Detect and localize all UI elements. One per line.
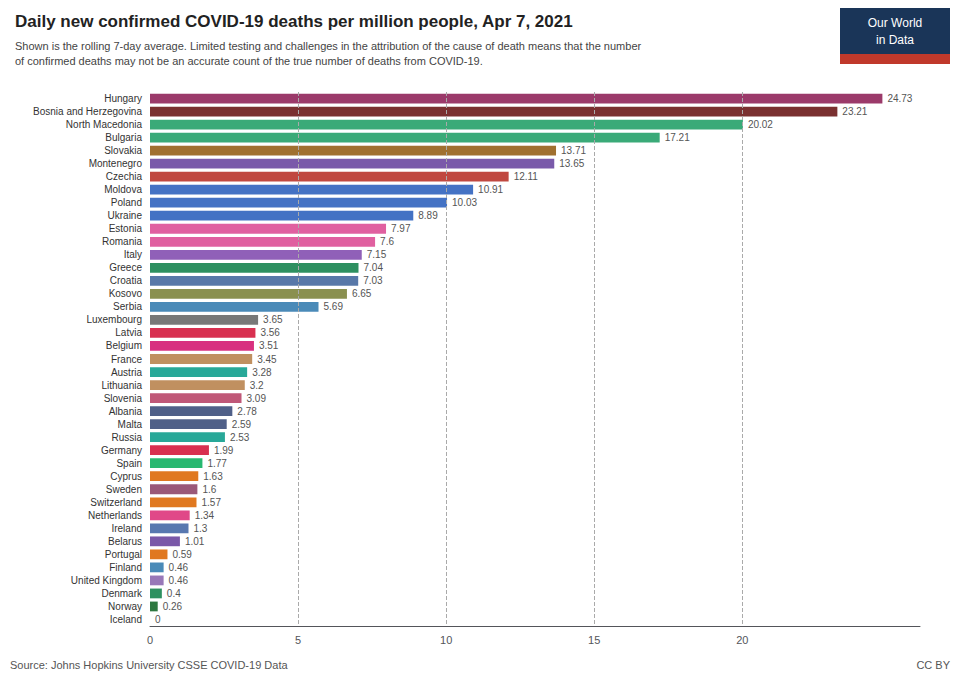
svg-text:3.65: 3.65 — [263, 314, 283, 325]
svg-text:24.73: 24.73 — [887, 93, 912, 104]
svg-text:CC BY: CC BY — [916, 659, 950, 671]
svg-text:Finland: Finland — [109, 562, 142, 573]
svg-text:Moldova: Moldova — [104, 184, 142, 195]
svg-text:1.34: 1.34 — [195, 510, 215, 521]
svg-text:0.59: 0.59 — [172, 549, 192, 560]
svg-text:2.59: 2.59 — [232, 419, 252, 430]
svg-text:Portugal: Portugal — [105, 549, 142, 560]
svg-text:1.6: 1.6 — [202, 484, 216, 495]
svg-text:10.91: 10.91 — [478, 184, 503, 195]
svg-text:Norway: Norway — [108, 601, 142, 612]
svg-text:Poland: Poland — [111, 197, 142, 208]
svg-text:2.53: 2.53 — [230, 432, 250, 443]
svg-text:Sweden: Sweden — [106, 484, 142, 495]
svg-text:Our World: Our World — [868, 16, 922, 30]
svg-text:7.04: 7.04 — [363, 262, 383, 273]
svg-text:1.63: 1.63 — [203, 471, 223, 482]
svg-text:20: 20 — [736, 634, 748, 646]
svg-text:0: 0 — [147, 634, 153, 646]
svg-text:Denmark: Denmark — [101, 588, 143, 599]
svg-text:Austria: Austria — [111, 367, 143, 378]
svg-text:7.03: 7.03 — [363, 275, 383, 286]
svg-text:Estonia: Estonia — [109, 223, 143, 234]
svg-text:3.45: 3.45 — [257, 354, 277, 365]
svg-text:Iceland: Iceland — [110, 614, 142, 625]
svg-text:0.4: 0.4 — [167, 588, 181, 599]
svg-text:France: France — [111, 354, 143, 365]
svg-text:Bulgaria: Bulgaria — [105, 132, 142, 143]
svg-text:6.65: 6.65 — [352, 288, 372, 299]
svg-text:Germany: Germany — [101, 445, 142, 456]
svg-text:0.46: 0.46 — [169, 562, 189, 573]
svg-text:13.65: 13.65 — [559, 158, 584, 169]
svg-text:15: 15 — [588, 634, 600, 646]
svg-text:13.71: 13.71 — [561, 145, 586, 156]
svg-text:United Kingdom: United Kingdom — [71, 575, 142, 586]
svg-text:North Macedonia: North Macedonia — [66, 119, 143, 130]
svg-text:Shown is the rolling 7-day ave: Shown is the rolling 7-day average. Limi… — [15, 40, 642, 52]
svg-text:10.03: 10.03 — [452, 197, 477, 208]
svg-text:3.28: 3.28 — [252, 367, 272, 378]
svg-text:Croatia: Croatia — [110, 275, 143, 286]
svg-text:0.26: 0.26 — [163, 601, 183, 612]
svg-text:23.21: 23.21 — [842, 106, 867, 117]
svg-text:Hungary: Hungary — [104, 93, 142, 104]
svg-text:Slovenia: Slovenia — [104, 393, 143, 404]
svg-text:Italy: Italy — [124, 249, 142, 260]
svg-text:0.46: 0.46 — [169, 575, 189, 586]
svg-text:12.11: 12.11 — [514, 171, 539, 182]
svg-text:3.2: 3.2 — [250, 380, 264, 391]
svg-text:Belarus: Belarus — [108, 536, 142, 547]
svg-text:Serbia: Serbia — [113, 301, 142, 312]
svg-text:Malta: Malta — [118, 419, 143, 430]
svg-text:10: 10 — [440, 634, 452, 646]
svg-text:Romania: Romania — [102, 236, 142, 247]
svg-text:0: 0 — [155, 614, 161, 625]
svg-text:1.99: 1.99 — [214, 445, 234, 456]
svg-text:Greece: Greece — [109, 262, 142, 273]
svg-text:20.02: 20.02 — [748, 119, 773, 130]
svg-text:17.21: 17.21 — [665, 132, 690, 143]
svg-text:1.01: 1.01 — [185, 536, 205, 547]
svg-text:3.09: 3.09 — [247, 393, 267, 404]
svg-text:Cyprus: Cyprus — [110, 471, 142, 482]
svg-text:Ukraine: Ukraine — [108, 210, 143, 221]
svg-text:Netherlands: Netherlands — [88, 510, 142, 521]
svg-text:Lithuania: Lithuania — [101, 380, 142, 391]
svg-text:Bosnia and Herzegovina: Bosnia and Herzegovina — [33, 106, 142, 117]
svg-text:7.6: 7.6 — [380, 236, 394, 247]
svg-text:3.51: 3.51 — [259, 340, 279, 351]
svg-text:5.69: 5.69 — [324, 301, 344, 312]
svg-text:Latvia: Latvia — [115, 327, 142, 338]
svg-text:Belgium: Belgium — [106, 340, 142, 351]
svg-text:Source: Johns Hopkins Universi: Source: Johns Hopkins University CSSE CO… — [10, 659, 288, 671]
svg-text:Czechia: Czechia — [106, 171, 143, 182]
svg-text:7.97: 7.97 — [391, 223, 411, 234]
svg-text:Ireland: Ireland — [111, 523, 142, 534]
svg-text:Russia: Russia — [111, 432, 142, 443]
svg-text:1.77: 1.77 — [207, 458, 227, 469]
svg-text:3.56: 3.56 — [260, 327, 280, 338]
svg-text:7.15: 7.15 — [367, 249, 387, 260]
svg-text:Switzerland: Switzerland — [90, 497, 142, 508]
svg-text:Montenegro: Montenegro — [89, 158, 143, 169]
svg-text:8.89: 8.89 — [418, 210, 438, 221]
svg-text:Slovakia: Slovakia — [104, 145, 142, 156]
svg-text:1.3: 1.3 — [194, 523, 208, 534]
svg-text:Albania: Albania — [109, 406, 143, 417]
svg-text:Daily new confirmed COVID-19 d: Daily new confirmed COVID-19 deaths per … — [15, 12, 573, 31]
svg-text:in Data: in Data — [876, 33, 914, 47]
svg-text:Luxembourg: Luxembourg — [86, 314, 142, 325]
svg-text:1.57: 1.57 — [201, 497, 221, 508]
svg-text:of confirmed deaths may not be: of confirmed deaths may not be an accura… — [15, 55, 483, 67]
svg-text:2.78: 2.78 — [237, 406, 257, 417]
svg-text:5: 5 — [295, 634, 301, 646]
svg-text:Kosovo: Kosovo — [109, 288, 143, 299]
svg-text:Spain: Spain — [116, 458, 142, 469]
